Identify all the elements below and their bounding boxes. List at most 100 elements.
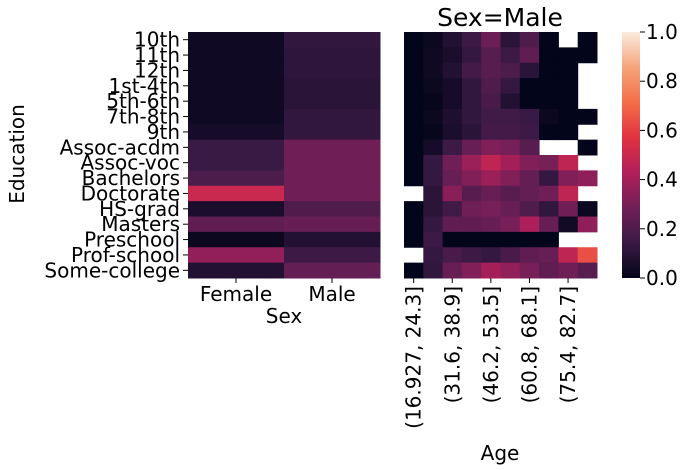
colorbar-gradient xyxy=(622,32,640,278)
right-heatmap-cell xyxy=(500,262,521,279)
right-heatmap-cell xyxy=(442,108,463,125)
right-heatmap-cell xyxy=(481,139,501,156)
x-tick-label: Female xyxy=(200,282,272,306)
left-heatmap-cell xyxy=(284,124,381,141)
right-heatmap-cell xyxy=(404,124,424,141)
y-tick-label: Assoc-voc xyxy=(80,151,180,175)
right-x-tick-labels: (16.927, 24.3] (31.6, 38.9] (46.2, 53.5] (6… xyxy=(402,278,580,429)
right-heatmap-cell xyxy=(461,247,482,264)
right-heatmap-cell xyxy=(539,170,559,187)
colorbar-ticks: 0.0 0.2 0.4 0.6 0.8 1.0 xyxy=(640,20,678,290)
right-heatmap-cell xyxy=(481,262,501,279)
y-tick-label: 11th xyxy=(134,43,180,67)
y-tick-label: Masters xyxy=(101,212,180,236)
right-heatmap-cell xyxy=(519,231,540,248)
right-heatmap-cell xyxy=(558,93,579,110)
left-heatmap-cell xyxy=(284,139,381,156)
right-heatmap-cell xyxy=(539,47,559,64)
y-tick-label: 1st-4th xyxy=(109,74,180,98)
left-heatmap-cell xyxy=(284,155,381,171)
y-tick-label: 10th xyxy=(134,28,180,52)
right-heatmap-cell xyxy=(461,201,482,217)
right-x-axis-label: Age xyxy=(481,441,520,465)
y-tick-label: Preschool xyxy=(84,228,180,252)
left-y-tick-labels: 10th11th12th1st-4th5th-6th7th-8th9thAsso… xyxy=(44,28,188,282)
y-tick-label: Doctorate xyxy=(81,181,180,205)
right-heatmap-cell xyxy=(500,124,521,141)
left-heatmap-cell xyxy=(188,247,285,264)
y-tick-label: 12th xyxy=(134,58,180,82)
left-x-tick-labels: Female Male xyxy=(200,278,356,306)
right-heatmap-cell xyxy=(404,155,424,171)
left-heatmap-cells xyxy=(188,32,381,279)
right-heatmap-cell xyxy=(404,262,424,279)
right-heatmap-cell xyxy=(539,78,559,94)
left-heatmap-cell xyxy=(284,231,381,248)
left-heatmap-cell xyxy=(188,155,285,171)
colorbar-tick-label: 0.4 xyxy=(646,168,678,192)
left-heatmap-cell xyxy=(284,32,381,48)
left-heatmap-cell xyxy=(284,78,381,94)
right-heatmap-cell xyxy=(519,93,540,110)
right-heatmap-cell xyxy=(442,231,463,248)
right-heatmap-cell xyxy=(404,231,424,248)
right-heatmap-cell xyxy=(539,62,559,79)
right-heatmap-cell xyxy=(558,216,579,233)
x-tick-label: (46.2, 53.5] xyxy=(479,286,503,403)
left-heatmap-cell xyxy=(188,62,285,79)
left-heatmap-cell xyxy=(188,124,285,141)
right-heatmap-cell xyxy=(442,216,463,233)
right-heatmap-cell xyxy=(539,201,559,217)
colorbar-tick-label: 0.8 xyxy=(646,69,678,93)
y-tick-label: HS-grad xyxy=(99,197,180,221)
right-heatmap-cell xyxy=(423,62,444,79)
right-heatmap-cell xyxy=(481,62,501,79)
right-heatmap-cell xyxy=(404,216,424,233)
right-heatmap-cell xyxy=(577,247,598,264)
right-heatmap-cell xyxy=(539,155,559,171)
left-heatmap-cell xyxy=(284,216,381,233)
right-heatmap-cell xyxy=(519,262,540,279)
right-heatmap-cell xyxy=(539,124,559,141)
left-heatmap-cell xyxy=(284,93,381,110)
right-heatmap-cell xyxy=(423,47,444,64)
right-heatmap: Sex=Male (16.927, 24.3] (31.6, 38.9] (46.2… xyxy=(402,3,598,465)
y-tick-label: Assoc-acdm xyxy=(60,135,180,159)
right-heatmap-cell xyxy=(519,108,540,125)
right-heatmap-cell xyxy=(481,216,501,233)
right-heatmap-cell xyxy=(500,139,521,156)
right-heatmap-cell xyxy=(539,108,559,125)
right-heatmap-cell xyxy=(481,124,501,141)
right-heatmap-cell xyxy=(423,139,444,156)
right-heatmap-cell xyxy=(539,247,559,264)
right-heatmap-cell xyxy=(500,62,521,79)
left-heatmap-cell xyxy=(188,170,285,187)
right-heatmap-cell xyxy=(442,139,463,156)
y-tick-label: Bachelors xyxy=(82,166,180,190)
right-heatmap-cell xyxy=(481,32,501,48)
right-heatmap-cell xyxy=(442,247,463,264)
left-heatmap-cell xyxy=(284,47,381,64)
right-heatmap-cell xyxy=(539,231,559,248)
right-heatmap-cell xyxy=(519,124,540,141)
x-tick-label: (31.6, 38.9] xyxy=(440,286,464,403)
right-heatmap-cell xyxy=(481,231,501,248)
right-heatmap-cell xyxy=(577,47,598,64)
right-heatmap-cell xyxy=(519,201,540,217)
right-heatmap-cell xyxy=(423,201,444,217)
right-heatmap-cell xyxy=(404,62,424,79)
right-heatmap-cell xyxy=(500,231,521,248)
right-heatmap-cell xyxy=(577,216,598,233)
right-heatmap-cell xyxy=(461,139,482,156)
right-heatmap-cell xyxy=(577,201,598,217)
right-heatmap-cell xyxy=(519,78,540,94)
left-heatmap-cell xyxy=(188,262,285,279)
left-heatmap-cell xyxy=(188,231,285,248)
right-heatmap-cell xyxy=(442,201,463,217)
right-heatmap-cell xyxy=(519,216,540,233)
right-heatmap-cell xyxy=(558,170,579,187)
right-heatmap-cell xyxy=(519,247,540,264)
left-heatmap-cell xyxy=(284,185,381,202)
right-heatmap-cell xyxy=(442,32,463,48)
colorbar: 0.0 0.2 0.4 0.6 0.8 1.0 xyxy=(622,20,678,290)
